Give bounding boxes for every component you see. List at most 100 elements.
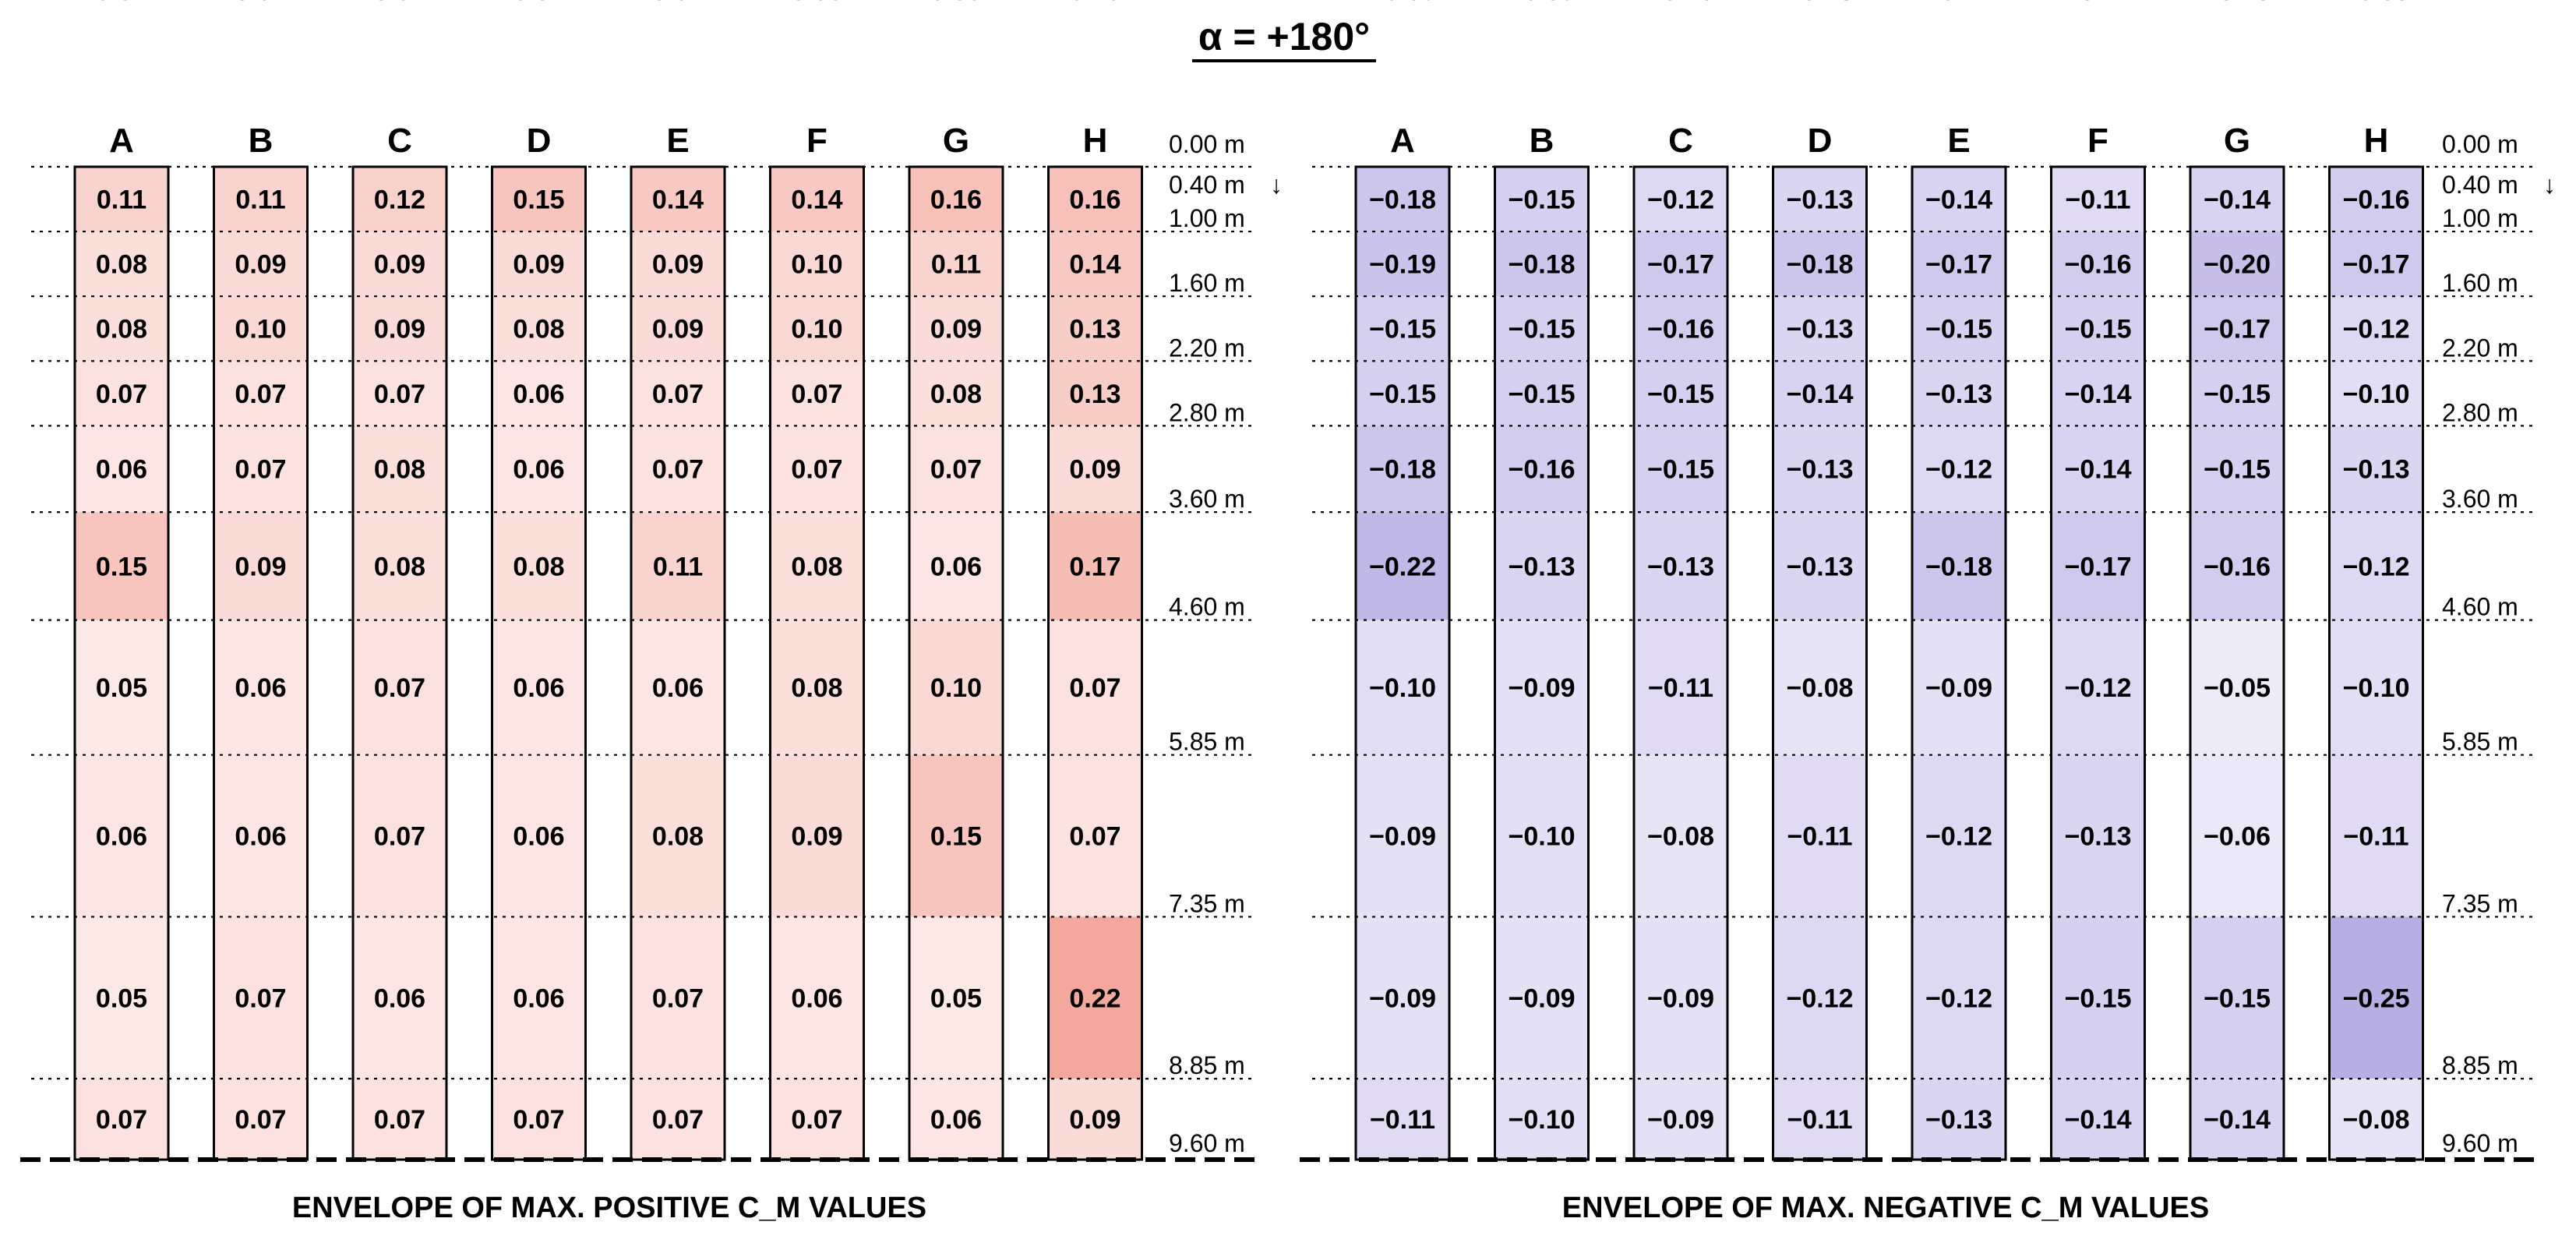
- cell-value: −0.05: [2204, 673, 2271, 703]
- depth-label: 5.85 m: [2442, 728, 2518, 756]
- heat-cell: [75, 296, 168, 362]
- heat-cell: [492, 620, 586, 755]
- cell-value: −0.06: [2204, 822, 2271, 852]
- cell-value: −0.15: [2064, 983, 2131, 1013]
- heat-cell: [213, 916, 308, 1079]
- cell-value: −0.16: [1508, 455, 1575, 485]
- heat-cell: [1494, 426, 1589, 513]
- depth-label: 0.00 m: [2442, 130, 2518, 158]
- depth-label: 1.00 m: [1169, 204, 1245, 232]
- depth-label: 1.60 m: [1169, 269, 1245, 297]
- column-header-g: G: [943, 122, 969, 160]
- cell-value: −0.15: [1647, 380, 1714, 409]
- column-header-c: C: [1668, 122, 1693, 160]
- heat-cell: [1356, 1079, 1449, 1160]
- cell-value: −0.16: [1647, 315, 1714, 344]
- cell-value: 0.10: [930, 673, 982, 703]
- cell-value: 0.09: [235, 250, 286, 280]
- cell-value: −0.11: [1648, 673, 1713, 703]
- heat-cell: [75, 916, 168, 1079]
- column-header-b: B: [1530, 122, 1554, 160]
- heat-cell: [2329, 231, 2423, 297]
- heat-cell: [631, 754, 725, 917]
- heat-cell: [770, 1079, 864, 1160]
- heat-cell: [1048, 231, 1142, 297]
- heat-cell: [1494, 754, 1589, 917]
- cell-value: 0.13: [1069, 315, 1120, 344]
- cell-value: −0.09: [1508, 983, 1575, 1013]
- cell-value: −0.12: [2342, 315, 2409, 344]
- heat-cell: [1773, 426, 1867, 513]
- heat-cell: [213, 296, 308, 362]
- cell-value: −0.18: [1925, 552, 1992, 581]
- cell-value: −0.08: [1786, 673, 1853, 703]
- cell-value: 0.06: [652, 673, 704, 703]
- heat-cell: [1494, 1079, 1589, 1160]
- cell-value: 0.07: [374, 0, 425, 6]
- cell-value: 0.09: [513, 250, 564, 280]
- heat-cell: [1912, 620, 2006, 755]
- heat-cell: [1634, 754, 1727, 917]
- cell-value: −0.13: [1786, 0, 1853, 6]
- cell-value: 0.09: [652, 250, 704, 280]
- heat-cell: [2190, 231, 2284, 297]
- cell-value: −0.08: [1647, 822, 1714, 852]
- heat-cell: [2190, 1079, 2284, 1160]
- heat-cell: [2051, 167, 2145, 232]
- cell-value: 0.22: [1069, 983, 1120, 1013]
- heat-cell: [1773, 231, 1867, 297]
- heat-cell: [2190, 620, 2284, 755]
- cell-value: −0.12: [1786, 983, 1853, 1013]
- cell-value: −0.22: [1369, 552, 1436, 581]
- cell-value: 0.07: [235, 1105, 286, 1135]
- cell-value: −0.17: [2204, 315, 2271, 344]
- depth-label: 2.20 m: [2442, 334, 2518, 362]
- depth-label: 9.60 m: [2442, 1129, 2518, 1157]
- cell-value: 0.07: [652, 983, 704, 1013]
- heat-cell: [1048, 361, 1142, 426]
- column-header-b: B: [249, 122, 273, 160]
- heat-cell: [909, 361, 1003, 426]
- cell-value: 0.10: [235, 315, 286, 344]
- cell-value: 0.06: [930, 1105, 982, 1135]
- heat-cell: [492, 426, 586, 513]
- cell-value: 0.14: [1069, 250, 1120, 280]
- heat-cell: [213, 361, 308, 426]
- cell-value: −0.10: [1369, 673, 1436, 703]
- cell-value: −0.18: [1508, 250, 1575, 280]
- cell-value: −0.14: [1925, 185, 1992, 215]
- depth-label: 2.20 m: [1169, 334, 1245, 362]
- column-header-h: H: [1083, 122, 1108, 160]
- cell-value: −0.13: [1786, 455, 1853, 485]
- cell-value: −0.17: [1647, 250, 1714, 280]
- heat-cell: [631, 1079, 725, 1160]
- heat-cell: [909, 620, 1003, 755]
- cell-value: 0.15: [96, 552, 147, 581]
- cell-value: 0.16: [1069, 185, 1120, 215]
- cell-value: 0.05: [930, 983, 982, 1013]
- heat-cell: [1773, 916, 1867, 1079]
- cell-value: −0.12: [1647, 185, 1714, 215]
- cell-value: 0.15: [930, 822, 982, 852]
- cell-value: 0.07: [791, 455, 842, 485]
- cell-value: −0.09: [1508, 673, 1575, 703]
- heat-cell: [1048, 754, 1142, 917]
- cell-value: −0.14: [2204, 185, 2271, 215]
- cell-value: −0.12: [1925, 822, 1992, 852]
- cell-value: −0.15: [1508, 380, 1575, 409]
- heat-cell: [2329, 1079, 2423, 1160]
- heat-cell: [1634, 426, 1727, 513]
- heat-cell: [1494, 361, 1589, 426]
- cell-value: 0.08: [930, 380, 982, 409]
- heat-cell: [1773, 296, 1867, 362]
- heat-cell: [353, 916, 446, 1079]
- heat-cell: [492, 512, 586, 620]
- heat-cell: [770, 426, 864, 513]
- heat-cell: [353, 167, 446, 232]
- cell-value: −0.15: [2204, 455, 2271, 485]
- heat-cell: [1912, 296, 2006, 362]
- cell-value: 0.08: [791, 673, 842, 703]
- cell-value: −0.12: [2064, 673, 2131, 703]
- depth-label: 0.40 m: [1169, 171, 1245, 199]
- cell-value: −0.14: [2064, 455, 2131, 485]
